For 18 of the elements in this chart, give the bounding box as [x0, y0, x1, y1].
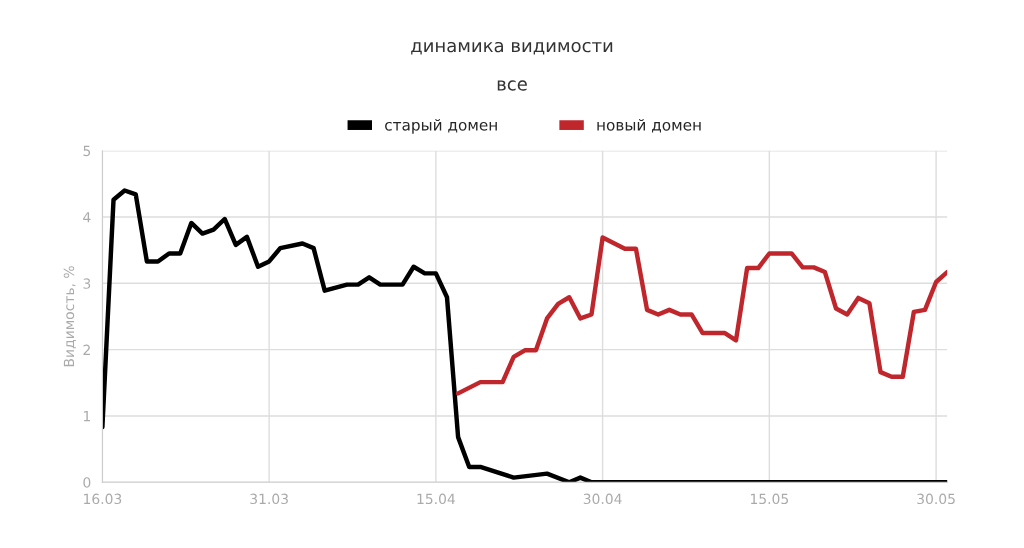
x-tick-label: 30.05: [917, 493, 955, 505]
y-axis-title: Видимость, %: [63, 266, 76, 367]
x-tick-label: 31.03: [250, 493, 288, 505]
y-tick-label: 4: [83, 212, 91, 223]
y-tick-label: 5: [83, 145, 91, 157]
chart-subtitle: все: [497, 80, 527, 91]
line-series: [455, 235, 948, 396]
legend-label: новый домен: [597, 118, 701, 133]
chart-title: динамика видимости: [411, 41, 613, 55]
legend-label: старый домен: [385, 118, 497, 134]
x-tick-label: 16.03: [84, 493, 122, 505]
y-tick-label: 1: [83, 411, 91, 422]
x-tick-label: 15.05: [750, 493, 789, 505]
y-tick-label: 0: [83, 477, 91, 488]
x-tick-label: 30.04: [583, 493, 622, 505]
y-tick-label: 3: [83, 278, 91, 289]
y-tick-label: 2: [83, 344, 90, 355]
x-tick-label: 15.04: [417, 493, 455, 505]
